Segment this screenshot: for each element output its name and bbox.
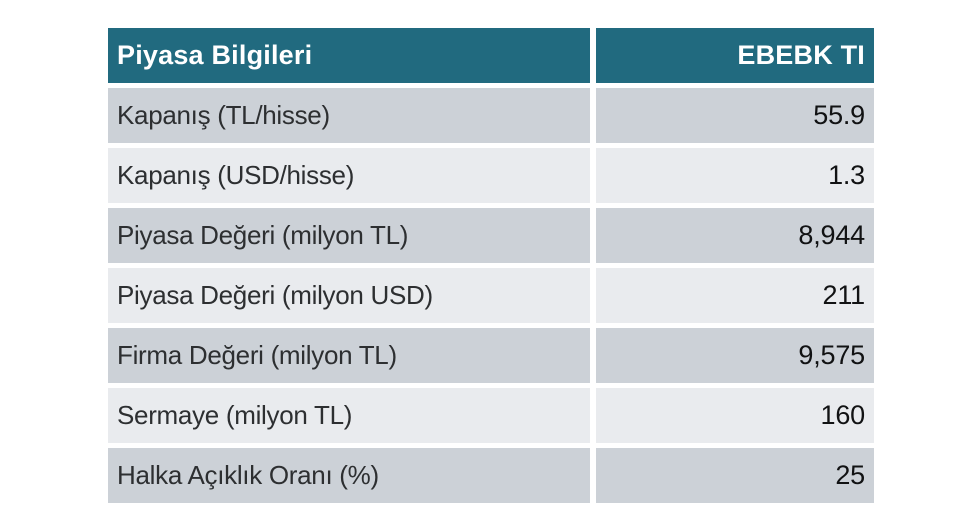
row-value-cell: 55.9 [596, 88, 874, 143]
row-label-cell: Firma Değeri (milyon TL) [108, 328, 590, 383]
table-row: Halka Açıklık Oranı (%) 25 [108, 448, 874, 503]
table-header-row: Piyasa Bilgileri EBEBK TI [108, 28, 874, 83]
market-info-table: Piyasa Bilgileri EBEBK TI Kapanış (TL/hi… [108, 28, 874, 503]
table-row: Firma Değeri (milyon TL) 9,575 [108, 328, 874, 383]
table-row: Piyasa Değeri (milyon USD) 211 [108, 268, 874, 323]
row-value-cell: 25 [596, 448, 874, 503]
ticker-header: EBEBK TI [596, 28, 874, 83]
row-value-cell: 9,575 [596, 328, 874, 383]
row-value-cell: 160 [596, 388, 874, 443]
row-label-cell: Piyasa Değeri (milyon USD) [108, 268, 590, 323]
row-label-cell: Kapanış (TL/hisse) [108, 88, 590, 143]
row-label-cell: Piyasa Değeri (milyon TL) [108, 208, 590, 263]
row-value-cell: 8,944 [596, 208, 874, 263]
table-row: Kapanış (USD/hisse) 1.3 [108, 148, 874, 203]
table-row: Piyasa Değeri (milyon TL) 8,944 [108, 208, 874, 263]
table-title: Piyasa Bilgileri [108, 28, 590, 83]
row-label-cell: Sermaye (milyon TL) [108, 388, 590, 443]
row-label-cell: Kapanış (USD/hisse) [108, 148, 590, 203]
table-row: Sermaye (milyon TL) 160 [108, 388, 874, 443]
table-body: Kapanış (TL/hisse) 55.9 Kapanış (USD/his… [108, 88, 874, 503]
row-label-cell: Halka Açıklık Oranı (%) [108, 448, 590, 503]
table-row: Kapanış (TL/hisse) 55.9 [108, 88, 874, 143]
row-value-cell: 211 [596, 268, 874, 323]
row-value-cell: 1.3 [596, 148, 874, 203]
